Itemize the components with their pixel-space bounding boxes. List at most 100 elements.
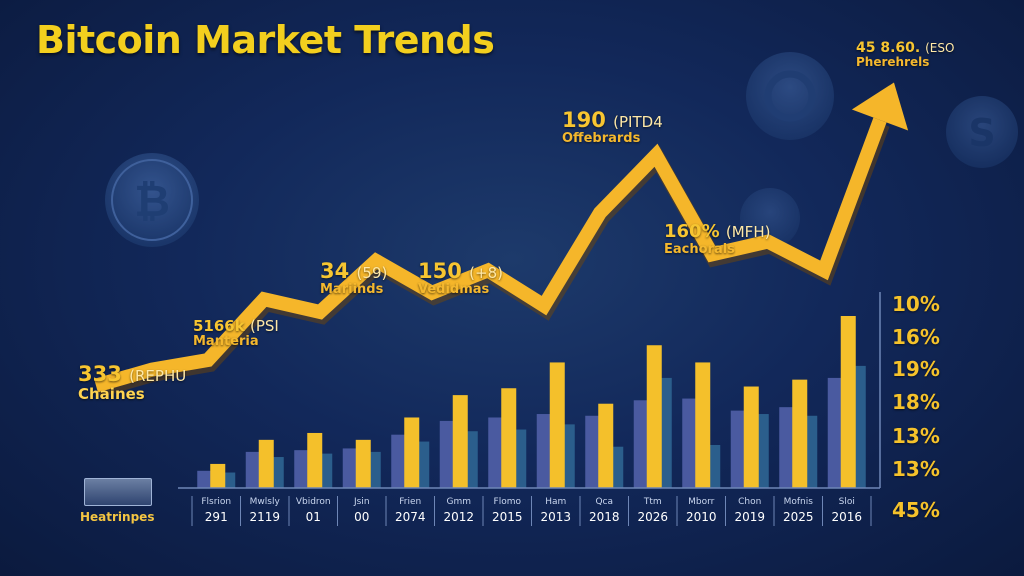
bar-front-8 [598,403,614,488]
axis-badge-icon [84,478,152,506]
bar-front-13 [840,316,856,488]
annotation-6-label: Eachorals [664,241,735,257]
annotation-1-label: Chaines [78,385,145,404]
bar-back-6 [488,417,504,488]
bars-layer [197,316,866,488]
annotation-5-value: 190 [562,108,606,132]
x-tick-label-top-12: Mofnis [784,497,814,507]
x-tick-label-top-13: Sloi [839,497,855,507]
right-axis-label-5: 13% [892,424,940,448]
annotation-5: 190 (PITD4 Offebrards [562,108,663,147]
x-tick-label-top-2: Vbidron [296,497,331,507]
x-tick-label-bottom-2: 01 [306,510,321,524]
bar-back-3 [342,448,358,488]
trend-arrow-head [851,82,909,131]
right-axis-label-7: 45% [892,498,940,522]
bitcoin-coin-icon: ₿ [105,153,199,247]
x-tick-label-bottom-12: 2025 [783,510,814,524]
x-tick-label-bottom-5: 2012 [443,510,474,524]
right-axis-label-4: 18% [892,390,940,414]
annotation-4-label: Vedidmas [418,282,490,298]
bar-front-7 [549,362,565,488]
annotation-2: 5166k (PSI Manteria [193,317,279,350]
bar-front-3 [355,439,371,488]
bar-back-1 [245,451,261,488]
annotation-7: 45 8.60. (ESO Pherehrels [856,40,954,70]
x-tick-label-bottom-13: 2016 [831,510,862,524]
x-tick-label-bottom-7: 2013 [540,510,571,524]
x-tick-label-bottom-10: 2010 [686,510,717,524]
x-tick-label-bottom-6: 2015 [492,510,523,524]
bar-back-2 [294,450,310,488]
x-tick-label-top-9: Ttm [643,497,662,507]
x-tick-label-top-10: Mborr [688,497,715,507]
svg-text:₿: ₿ [134,176,170,227]
bar-front-9 [646,345,662,488]
bar-front-0 [210,463,226,488]
x-tick-label-top-0: Flsrion [201,497,231,507]
chart-title: Bitcoin Market Trends [36,18,495,62]
annotation-1: 333 (REPHU Chaines [78,362,186,403]
x-tick-label-top-7: Ham [545,497,566,507]
bar-front-4 [404,417,420,488]
trend-line [94,117,887,393]
x-tick-label-top-5: Gmm [446,497,471,507]
bar-back-10 [682,398,698,488]
x-tick-label-bottom-8: 2018 [589,510,620,524]
annotation-2-unit: (PSI [249,317,279,335]
coin-small-right-icon [740,188,800,248]
x-tick-label-top-3: Jsin [353,497,370,507]
coin-far-right-icon: S [946,96,1018,168]
annotation-3: 34 (59) Mariinds [320,259,387,298]
bar-front-2 [307,432,323,488]
annotation-4-unit: (+8) [469,264,503,282]
x-tick-label-bottom-11: 2019 [734,510,765,524]
x-tick-label-top-8: Qca [595,497,613,507]
x-tick-label-bottom-1: 2119 [249,510,280,524]
x-tick-label-bottom-0: 291 [205,510,228,524]
coin-top-right-icon [746,52,834,140]
annotation-4-value: 150 [418,259,462,283]
annotation-6-value: 160% [664,221,720,242]
bar-front-1 [258,439,274,488]
x-tick-label-top-11: Chon [738,497,761,507]
right-axis-label-6: 13% [892,457,940,481]
bar-front-6 [501,388,517,488]
bar-back-0 [197,470,213,488]
trend-line-layer [94,82,909,398]
annotation-4: 150 (+8) Vedidmas [418,259,503,298]
x-axis [178,292,881,489]
svg-text:S: S [968,111,995,155]
bar-back-8 [585,415,601,488]
x-tick-label-bottom-3: 00 [354,510,369,524]
bar-back-5 [439,420,455,488]
bar-front-5 [452,395,468,488]
annotation-7-label: Pherehrels [856,55,930,70]
annotation-1-value: 333 [78,362,122,386]
annotation-6-unit: (MFH) [725,223,771,241]
annotation-6: 160% (MFH) Eachorals [664,221,771,258]
annotation-5-unit: (PITD4 [613,113,663,131]
right-axis-label-3: 19% [892,357,940,381]
x-tick-label-top-6: Flomo [494,497,522,507]
bar-front-10 [695,362,711,488]
annotation-3-value: 34 [320,259,350,283]
right-axis-label-2: 16% [892,325,940,349]
annotation-1-unit: (REPHU [129,367,187,385]
annotation-2-label: Manteria [193,334,259,350]
bar-front-11 [743,386,759,488]
annotation-3-unit: (59) [356,264,388,282]
bar-back-7 [536,414,552,488]
axis-label: Heatrinpes [80,510,155,524]
bar-back-9 [633,400,649,488]
bar-back-13 [827,377,843,488]
bar-back-12 [779,407,795,488]
x-ticks-layer: Flsrion 291 Mwlsly 2119 Vbidron 01 Jsin 00 Frien… [191,496,872,526]
annotation-7-unit: (ESO [925,41,955,55]
bar-back-4 [391,434,407,488]
bar-front-12 [792,379,808,488]
x-tick-label-top-4: Frien [399,497,421,507]
annotation-2-value: 5166k [193,317,245,335]
